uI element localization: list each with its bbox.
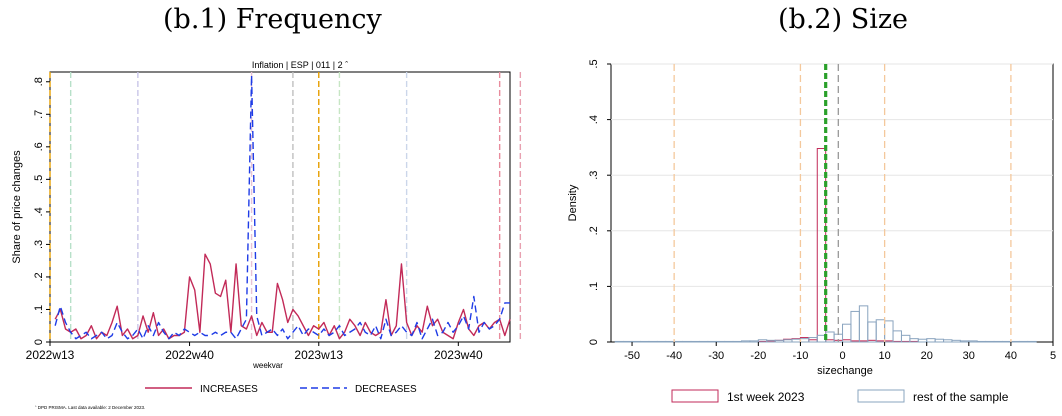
y-axis-label: Density [567, 184, 579, 221]
x-tick-label: -10 [792, 350, 808, 362]
x-axis-label: sizechange [817, 365, 873, 377]
histogram-bar [1010, 340, 1020, 343]
histogram-bar [993, 340, 1003, 343]
x-tick-label: 20 [921, 350, 933, 362]
histogram-bar [690, 340, 700, 343]
legend-label: 1st week 2023 [727, 390, 805, 404]
y-tick-label: .1 [588, 282, 600, 291]
histogram-bar [985, 340, 995, 343]
x-tick-label: 2023w13 [294, 348, 343, 362]
histogram-bar [639, 340, 650, 343]
x-tick-label: 10 [878, 350, 890, 362]
histogram-bar [682, 340, 692, 343]
histogram-bar [724, 340, 734, 343]
x-tick-label: -20 [750, 350, 766, 362]
y-tick-label: .1 [33, 305, 45, 314]
legend-key [671, 389, 719, 403]
histogram-bar [614, 340, 625, 343]
y-tick-label: .7 [33, 110, 45, 119]
histogram-bar [665, 340, 675, 343]
histogram-bar [1001, 340, 1012, 343]
frequency-chart: Inflation | ESP | 011 | 2 ˆ 0 .1 .2 .3 .4 .5 .6… [11, 60, 522, 410]
x-tick-label: -30 [708, 350, 724, 362]
y-tick-label: .2 [33, 272, 45, 281]
y-tick-label: 0 [33, 339, 45, 345]
legend-label: DECREASES [355, 384, 417, 395]
histogram-bar [976, 340, 987, 343]
panel-title-size: (b.2) Size [778, 4, 909, 35]
plot-frame [610, 63, 1054, 343]
x-tick-label: 5 [1050, 350, 1056, 362]
histogram-bar [623, 340, 633, 343]
x-tick-label: 2022w13 [26, 348, 75, 362]
y-tick-label: .3 [33, 240, 45, 249]
histogram-bar [656, 340, 667, 343]
panel-title-frequency: (b.1) Frequency [163, 4, 382, 35]
y-tick-label: .2 [588, 226, 600, 235]
x-tick-label: 2023w40 [434, 348, 483, 362]
x-tick-label: -50 [624, 350, 640, 362]
histogram-bar [648, 340, 658, 343]
chart-title: Inflation | ESP | 011 | 2 ˆ [252, 60, 348, 70]
y-tick-label: .6 [33, 142, 45, 151]
legend-label: INCREASES [200, 384, 258, 395]
y-tick-label: .5 [33, 175, 45, 184]
y-tick-label: .5 [588, 59, 600, 68]
plot-frame [49, 71, 511, 343]
x-tick-label: 30 [963, 350, 975, 362]
x-tick-label: 40 [1005, 350, 1017, 362]
histogram-bar [698, 340, 709, 343]
y-tick-label: .3 [588, 171, 600, 180]
histogram-bar [631, 340, 641, 343]
y-tick-label: .4 [33, 207, 45, 216]
y-axis-label: Share of price changes [11, 150, 23, 264]
x-axis-label: weekvar [252, 361, 283, 370]
x-tick-label: 2022w40 [165, 348, 214, 362]
legend-key [857, 389, 905, 403]
histogram-bar [715, 340, 726, 343]
histogram-bar [1018, 340, 1029, 343]
legend-label: rest of the sample [913, 390, 1009, 404]
y-tick-label: .4 [588, 115, 600, 124]
footnote: ˆ DPD PRISMA. Last data available: 2 Dec… [35, 405, 145, 410]
histogram-bar [707, 340, 717, 343]
y-tick-label: .8 [33, 77, 45, 86]
y-tick-label: 0 [588, 339, 600, 345]
x-tick-label: 0 [839, 350, 845, 362]
series-line-decreases [54, 74, 510, 340]
histogram-bar [1027, 340, 1037, 343]
histogram-bar [673, 340, 684, 343]
x-tick-label: -40 [666, 350, 682, 362]
histogram-bar [732, 340, 742, 343]
